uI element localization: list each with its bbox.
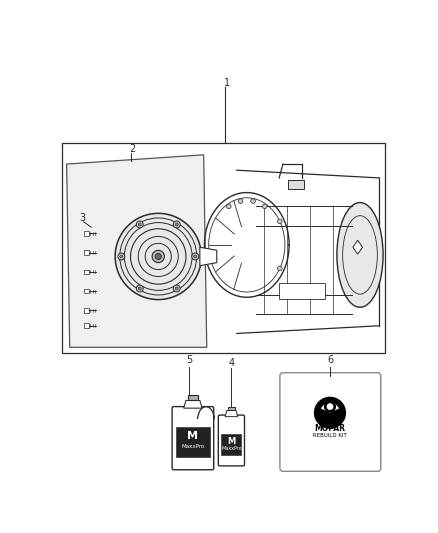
FancyBboxPatch shape [172, 407, 214, 470]
Circle shape [175, 287, 178, 290]
Polygon shape [200, 247, 217, 265]
Circle shape [226, 204, 231, 209]
Circle shape [120, 255, 123, 258]
Bar [187, 395, 198, 400]
Text: 5: 5 [186, 356, 192, 366]
Polygon shape [225, 410, 237, 417]
Bar [62, 143, 385, 353]
Circle shape [278, 266, 282, 271]
FancyBboxPatch shape [218, 415, 244, 466]
Circle shape [173, 221, 180, 228]
Text: REBUILD KIT: REBUILD KIT [313, 433, 347, 438]
Text: M: M [187, 431, 198, 441]
FancyBboxPatch shape [280, 373, 381, 471]
Circle shape [251, 199, 255, 204]
Bar [279, 284, 325, 299]
Circle shape [138, 223, 141, 226]
Bar [85, 270, 89, 274]
Circle shape [192, 253, 199, 260]
Text: 6: 6 [327, 356, 333, 366]
Circle shape [138, 287, 141, 290]
Bar [221, 433, 241, 455]
Circle shape [155, 253, 161, 260]
Bar [176, 427, 210, 457]
Circle shape [238, 199, 243, 204]
Bar [288, 180, 304, 189]
Bar [85, 289, 89, 294]
Text: MaxxPro: MaxxPro [181, 444, 205, 449]
Circle shape [118, 253, 125, 260]
Circle shape [262, 204, 267, 209]
Bar [85, 308, 89, 313]
Text: MaxxPro: MaxxPro [221, 447, 242, 451]
Bar [85, 251, 89, 255]
Text: 1: 1 [224, 78, 230, 88]
Bar [85, 324, 89, 328]
Circle shape [152, 251, 164, 263]
Circle shape [327, 404, 332, 409]
Circle shape [115, 213, 201, 300]
Polygon shape [353, 240, 363, 254]
Text: MOPAR: MOPAR [314, 424, 346, 433]
Wedge shape [321, 403, 339, 413]
Circle shape [194, 255, 197, 258]
Text: 4: 4 [228, 358, 234, 368]
Ellipse shape [337, 203, 383, 308]
Text: M: M [227, 437, 236, 446]
Wedge shape [314, 398, 346, 428]
Circle shape [278, 219, 282, 224]
Bar [85, 231, 89, 236]
Polygon shape [184, 400, 202, 408]
Bar [228, 407, 235, 410]
Circle shape [325, 401, 336, 412]
Text: 3: 3 [79, 213, 85, 223]
Circle shape [136, 285, 143, 292]
Text: 2: 2 [130, 144, 136, 154]
Polygon shape [67, 155, 207, 348]
Circle shape [175, 223, 178, 226]
Circle shape [136, 221, 143, 228]
Circle shape [173, 285, 180, 292]
